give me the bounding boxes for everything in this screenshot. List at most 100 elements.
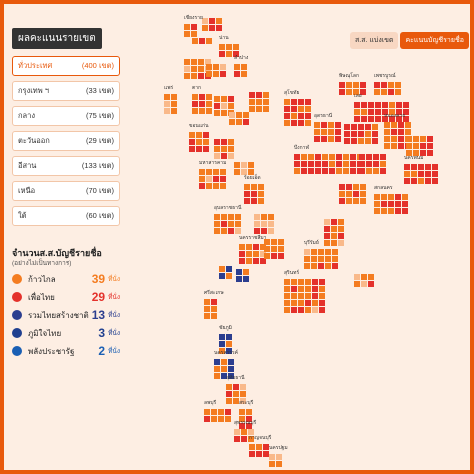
seat-tile[interactable] [304, 263, 310, 269]
seat-tile[interactable] [184, 73, 190, 79]
seat-tile[interactable] [353, 82, 359, 88]
seat-tile[interactable] [329, 154, 335, 160]
seat-tile[interactable] [239, 244, 245, 250]
seat-tile[interactable] [404, 178, 410, 184]
seat-tile[interactable] [214, 146, 220, 152]
seat-tile[interactable] [248, 429, 254, 435]
seat-tile[interactable] [374, 208, 380, 214]
seat-tile[interactable] [336, 154, 342, 160]
seat-tile[interactable] [353, 191, 359, 197]
seat-tile[interactable] [204, 313, 210, 319]
seat-tile[interactable] [226, 398, 232, 404]
seat-tile[interactable] [305, 99, 311, 105]
seat-tile[interactable] [311, 256, 317, 262]
seat-tile[interactable] [328, 129, 334, 135]
seat-tile[interactable] [322, 168, 328, 174]
seat-tile[interactable] [395, 82, 401, 88]
seat-tile[interactable] [381, 208, 387, 214]
seat-tile[interactable] [235, 228, 241, 234]
seat-tile[interactable] [319, 307, 325, 313]
seat-tile[interactable] [214, 359, 220, 365]
seat-tile[interactable] [269, 461, 275, 467]
seat-tile[interactable] [253, 251, 259, 257]
seat-tile[interactable] [211, 299, 217, 305]
seat-tile[interactable] [354, 109, 360, 115]
seat-tile[interactable] [206, 64, 212, 70]
constituency-toggle-button[interactable]: ส.ส. แบ่งเขต [350, 32, 399, 49]
seat-tile[interactable] [226, 51, 232, 57]
seat-tile[interactable] [354, 116, 360, 122]
seat-tile[interactable] [391, 129, 397, 135]
seat-tile[interactable] [184, 31, 190, 37]
seat-tile[interactable] [411, 178, 417, 184]
seat-tile[interactable] [365, 138, 371, 144]
seat-tile[interactable] [191, 66, 197, 72]
seat-tile[interactable] [206, 183, 212, 189]
seat-tile[interactable] [206, 94, 212, 100]
seat-tile[interactable] [234, 71, 240, 77]
seat-tile[interactable] [319, 286, 325, 292]
seat-tile[interactable] [304, 249, 310, 255]
seat-tile[interactable] [249, 99, 255, 105]
seat-tile[interactable] [206, 169, 212, 175]
seat-tile[interactable] [261, 221, 267, 227]
seat-tile[interactable] [284, 307, 290, 313]
seat-tile[interactable] [411, 171, 417, 177]
seat-tile[interactable] [324, 219, 330, 225]
seat-tile[interactable] [291, 106, 297, 112]
seat-tile[interactable] [235, 221, 241, 227]
seat-tile[interactable] [427, 136, 433, 142]
seat-tile[interactable] [219, 348, 225, 354]
seat-tile[interactable] [221, 96, 227, 102]
seat-tile[interactable] [388, 208, 394, 214]
seat-tile[interactable] [233, 391, 239, 397]
seat-tile[interactable] [360, 89, 366, 95]
seat-tile[interactable] [171, 101, 177, 107]
seat-tile[interactable] [249, 92, 255, 98]
seat-tile[interactable] [228, 228, 234, 234]
seat-tile[interactable] [243, 112, 249, 118]
seat-tile[interactable] [324, 226, 330, 232]
seat-tile[interactable] [228, 103, 234, 109]
seat-tile[interactable] [254, 228, 260, 234]
seat-tile[interactable] [402, 201, 408, 207]
seat-tile[interactable] [221, 366, 227, 372]
seat-tile[interactable] [420, 143, 426, 149]
seat-tile[interactable] [271, 253, 277, 259]
seat-tile[interactable] [425, 164, 431, 170]
seat-tile[interactable] [236, 119, 242, 125]
seat-tile[interactable] [189, 146, 195, 152]
seat-tile[interactable] [268, 214, 274, 220]
seat-tile[interactable] [226, 341, 232, 347]
region-button[interactable]: กรุงเทพ ฯ (33 เขต) [12, 81, 120, 101]
seat-tile[interactable] [221, 373, 227, 379]
seat-tile[interactable] [350, 168, 356, 174]
seat-tile[interactable] [291, 286, 297, 292]
seat-tile[interactable] [338, 226, 344, 232]
seat-tile[interactable] [365, 124, 371, 130]
seat-tile[interactable] [301, 154, 307, 160]
seat-tile[interactable] [432, 178, 438, 184]
seat-tile[interactable] [305, 113, 311, 119]
seat-tile[interactable] [243, 119, 249, 125]
seat-tile[interactable] [209, 18, 215, 24]
seat-tile[interactable] [261, 214, 267, 220]
seat-tile[interactable] [331, 226, 337, 232]
seat-tile[interactable] [335, 129, 341, 135]
seat-tile[interactable] [226, 44, 232, 50]
seat-tile[interactable] [331, 240, 337, 246]
seat-tile[interactable] [391, 136, 397, 142]
seat-tile[interactable] [331, 219, 337, 225]
seat-tile[interactable] [234, 436, 240, 442]
seat-tile[interactable] [427, 150, 433, 156]
seat-tile[interactable] [382, 116, 388, 122]
seat-tile[interactable] [184, 24, 190, 30]
seat-tile[interactable] [304, 256, 310, 262]
seat-tile[interactable] [246, 251, 252, 257]
seat-tile[interactable] [395, 89, 401, 95]
seat-tile[interactable] [305, 300, 311, 306]
seat-tile[interactable] [336, 168, 342, 174]
seat-tile[interactable] [246, 258, 252, 264]
seat-tile[interactable] [218, 416, 224, 422]
seat-tile[interactable] [206, 101, 212, 107]
